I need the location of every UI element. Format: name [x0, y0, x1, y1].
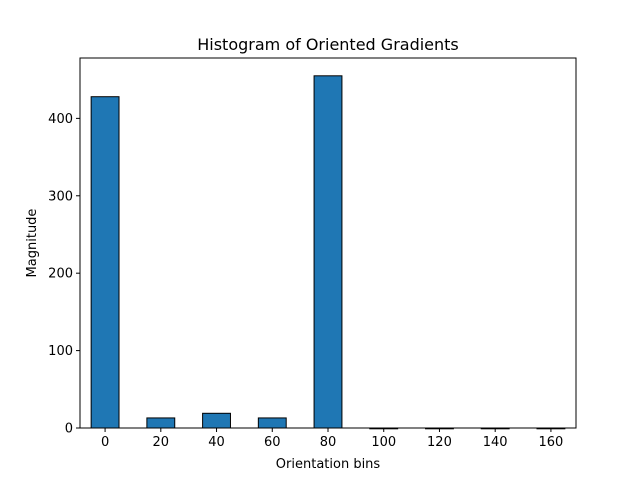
- chart-title: Histogram of Oriented Gradients: [197, 35, 459, 54]
- bar-0: [90, 96, 120, 429]
- y-tick-label-400: 400: [48, 112, 73, 127]
- x-axis-label: Orientation bins: [276, 457, 381, 472]
- x-axis-ticks: 0 20 40 60 80 100 120 140 160: [101, 428, 563, 450]
- x-tick-label-160: 160: [539, 435, 564, 450]
- y-tick-label-200: 200: [48, 267, 73, 282]
- x-tick-label-0: 0: [101, 435, 109, 450]
- y-tick-label-300: 300: [48, 189, 73, 204]
- x-tick-label-100: 100: [371, 435, 396, 450]
- bar-20: [146, 417, 176, 429]
- x-tick-label-140: 140: [483, 435, 508, 450]
- x-tick-label-120: 120: [427, 435, 452, 450]
- bar-60: [257, 417, 287, 429]
- x-tick-label-20: 20: [153, 435, 170, 450]
- y-tick-label-0: 0: [65, 422, 73, 437]
- bar-80: [313, 75, 343, 429]
- y-axis-label: Magnitude: [25, 209, 40, 278]
- y-tick-label-100: 100: [48, 344, 73, 359]
- x-tick-label-80: 80: [320, 435, 337, 450]
- bar-40: [202, 412, 231, 429]
- y-axis-ticks: 0 100 200 300 400: [48, 112, 80, 437]
- x-tick-label-60: 60: [264, 435, 281, 450]
- x-tick-label-40: 40: [208, 435, 225, 450]
